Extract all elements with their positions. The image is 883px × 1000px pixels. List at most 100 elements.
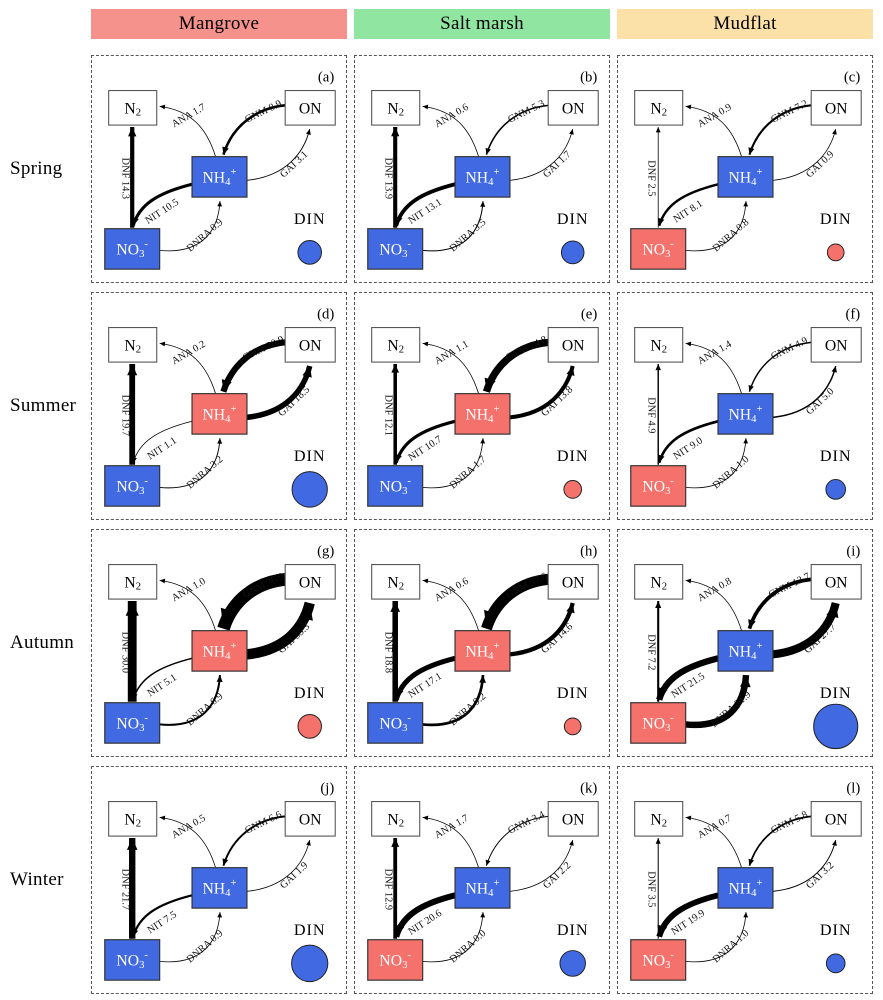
node-n2-box	[371, 800, 421, 837]
arrow-gnm	[485, 815, 549, 866]
din-label: DIN	[557, 447, 589, 465]
node-n2-box	[108, 89, 158, 126]
arrow-label-gai: GAI 3.2	[804, 860, 836, 891]
arrow-label-dnf: DNF 3.5	[645, 871, 656, 907]
arrowhead-nit	[394, 924, 405, 937]
din-circle	[825, 479, 847, 500]
node-nh4-label: NH4+	[465, 877, 499, 899]
arrow-dnra	[159, 675, 221, 726]
arrow-label-gnm: GNM 37.6	[504, 571, 549, 601]
node-n2-label: N2	[650, 811, 667, 830]
arrowhead-dnra	[479, 675, 486, 683]
din-circle	[825, 953, 846, 974]
column-header-label: Salt marsh	[440, 13, 524, 34]
arrow-dnra	[685, 912, 747, 963]
arrow-label-dnra: DNRA 0.0	[448, 928, 488, 965]
arrow-ana	[159, 342, 216, 394]
arrowhead-dnra	[740, 675, 751, 688]
arrowhead-dnf	[127, 364, 138, 376]
node-on-box	[284, 89, 336, 126]
season-row-label-spring: Spring	[10, 158, 63, 179]
node-no3-label: NO3-	[116, 712, 148, 734]
node-on-box	[547, 89, 599, 126]
node-n2-box	[371, 89, 421, 126]
arrow-dnra	[422, 675, 485, 727]
panel-letter: (g)	[317, 544, 334, 560]
arrow-gai	[509, 839, 574, 892]
node-on-label: ON	[825, 574, 848, 591]
arrowhead-dnf	[125, 601, 139, 616]
din-label: DIN	[820, 447, 852, 465]
arrow-ana	[159, 579, 216, 631]
arrowhead-gnm	[748, 858, 755, 866]
arrowhead-ana	[685, 815, 692, 821]
arrowhead-ana	[422, 815, 429, 821]
arrow-label-ana: ANA 0.7	[696, 813, 734, 841]
node-on-label: ON	[299, 100, 322, 117]
arrow-gnm	[485, 104, 549, 155]
node-nh4-box	[717, 156, 774, 198]
node-on-box	[547, 326, 599, 363]
node-n2-label: N2	[387, 574, 404, 593]
arrowhead-dnf	[390, 601, 401, 612]
node-on-box	[547, 800, 599, 837]
arrow-label-ana: ANA 1.4	[696, 339, 734, 367]
arrow-label-gai: GAI 1.7	[541, 149, 573, 180]
node-no3-box	[367, 702, 424, 744]
column-header-mangrove: Mangrove	[91, 9, 347, 39]
node-nh4-box	[454, 630, 511, 672]
node-nh4-box	[717, 630, 774, 672]
node-n2-box	[371, 563, 421, 600]
arrow-gnm	[222, 104, 286, 156]
din-label: DIN	[820, 684, 852, 702]
node-nh4-box	[454, 867, 511, 909]
arrowhead-dnra	[216, 675, 223, 683]
node-no3-box	[630, 702, 687, 744]
arrowhead-ana	[422, 104, 429, 110]
arrow-label-dnra: DNRA 1.7	[448, 454, 488, 491]
node-nh4-label: NH4+	[465, 166, 499, 188]
arrow-label-gnm: GNM 6.6	[243, 809, 283, 836]
arrow-label-dnf: DNF 18.8	[382, 632, 393, 673]
arrowhead-gnm	[221, 379, 232, 392]
din-circle	[291, 944, 329, 983]
season-row-label-winter: Winter	[10, 869, 64, 890]
arrow-label-ana: ANA 1.7	[170, 102, 208, 130]
node-no3-box	[104, 702, 161, 744]
node-n2-box	[371, 326, 421, 363]
arrow-ana	[685, 579, 742, 631]
din-circle	[826, 243, 845, 262]
node-on-box	[284, 800, 336, 837]
node-on-box	[810, 563, 862, 600]
node-nh4-label: NH4+	[728, 166, 762, 188]
arrow-label-gnm: GNM 24.8	[504, 334, 549, 364]
din-label: DIN	[557, 210, 589, 228]
node-no3-box	[104, 228, 161, 270]
arrow-ana	[422, 342, 479, 394]
din-circle	[563, 480, 583, 499]
corner-spacer	[4, 2, 84, 46]
arrow-label-dnra: DNRA 0.8	[711, 217, 751, 254]
arrowhead-gnm	[485, 859, 491, 866]
arrowhead-dnra	[480, 201, 486, 207]
node-no3-box	[367, 939, 424, 981]
diagram-panel-b: ANA 0.6 GNM 5.3 DNF 13.9 NIT 13.1 DNRA 3.5 GA…	[354, 55, 610, 283]
din-label: DIN	[557, 684, 589, 702]
node-no3-box	[630, 228, 687, 270]
arrowhead-gai	[306, 129, 311, 135]
node-n2-label: N2	[650, 574, 667, 593]
arrowhead-nit	[657, 924, 668, 937]
din-circle	[297, 240, 322, 265]
diagram-panel-a: ANA 1.7 GNM 8.9 DNF 14.3 NIT 10.5 DNRA 0.9 GA…	[91, 55, 347, 283]
arrowhead-dnra	[217, 201, 223, 207]
column-header-label: Mangrove	[178, 13, 260, 34]
arrowhead-gai	[569, 129, 574, 135]
node-n2-box	[108, 800, 158, 837]
din-circle	[559, 950, 586, 977]
diagram-panel-k: ANA 1.7 GNM 3.4 DNF 12.9 NIT 20.6 DNRA 0.0 GA…	[354, 766, 610, 994]
arrow-label-ana: ANA 1.1	[433, 339, 471, 367]
arrowhead-dnf	[655, 364, 661, 371]
